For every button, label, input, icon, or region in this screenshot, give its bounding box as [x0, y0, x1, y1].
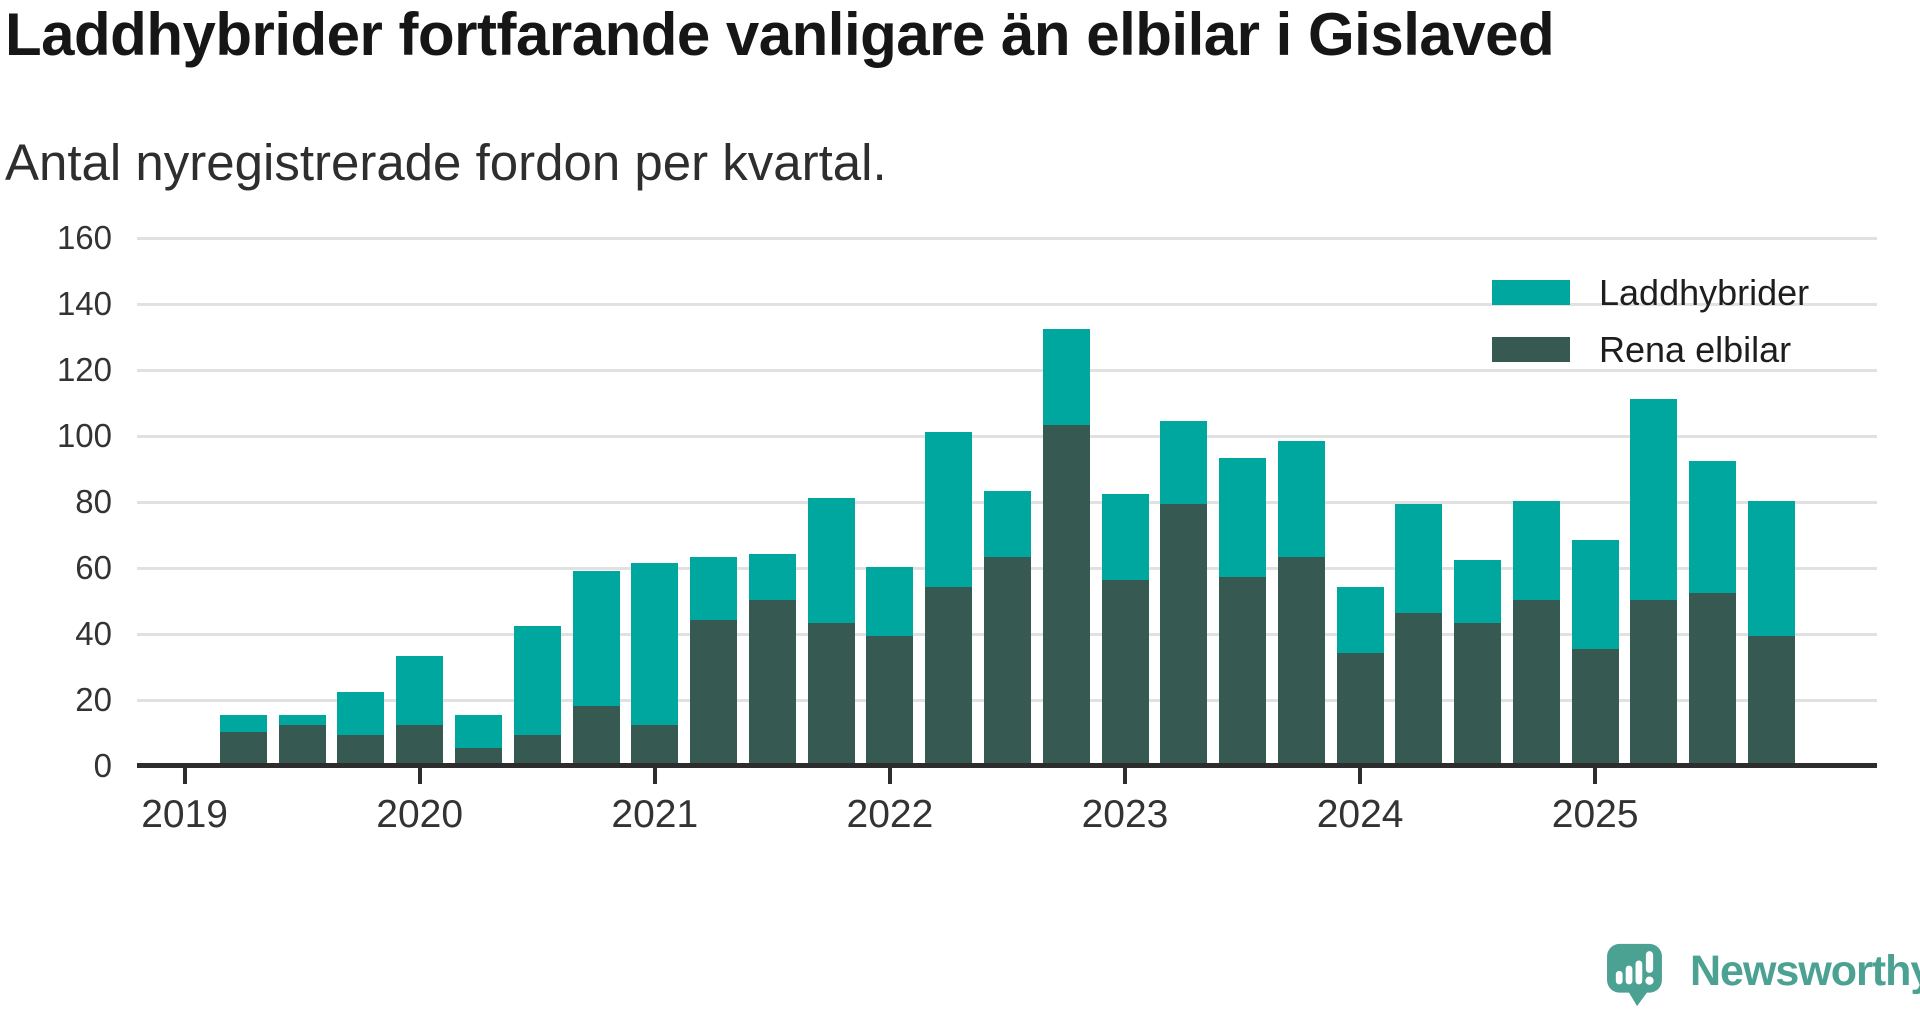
bar-2020Q4-rena-elbilar	[572, 706, 620, 765]
bar-2025Q2-laddhybrider	[1630, 399, 1678, 600]
gridline-140	[137, 302, 1877, 306]
bar-2020Q1-laddhybrider	[396, 656, 444, 725]
x-axis-line	[137, 763, 1877, 768]
bar-2025Q4-laddhybrider	[1748, 501, 1796, 636]
gridline-100	[137, 434, 1877, 438]
bar-2021Q3-rena-elbilar	[748, 600, 796, 765]
bar-2022Q1-rena-elbilar	[866, 636, 914, 765]
x-axis-label-2020: 2020	[376, 793, 464, 836]
bar-2025Q2-rena-elbilar	[1630, 600, 1678, 765]
x-axis-tick-2020	[417, 768, 422, 784]
bar-2019Q4-laddhybrider	[337, 692, 385, 735]
x-axis-label-2019: 2019	[141, 793, 228, 836]
bar-2021Q4-rena-elbilar	[807, 623, 855, 765]
bar-2021Q1-rena-elbilar	[631, 725, 679, 765]
bar-2021Q3-laddhybrider	[748, 554, 796, 600]
bar-2023Q3-laddhybrider	[1219, 458, 1267, 577]
bar-2024Q4-rena-elbilar	[1512, 600, 1560, 765]
x-axis-label-2024: 2024	[1316, 793, 1404, 836]
gridline-120	[137, 368, 1877, 372]
legend: Laddhybrider Rena elbilar	[1492, 272, 1809, 394]
x-axis-tick-2021	[652, 768, 657, 784]
legend-label-laddhybrider: Laddhybrider	[1599, 271, 1810, 313]
bar-2019Q3-rena-elbilar	[278, 725, 326, 765]
y-axis-label-160: 160	[56, 219, 112, 256]
x-axis-label-2023: 2023	[1081, 793, 1169, 836]
gridline-160	[137, 236, 1877, 240]
bar-2020Q4-laddhybrider	[572, 571, 620, 706]
bar-2023Q1-laddhybrider	[1101, 494, 1149, 580]
y-axis-label-140: 140	[56, 285, 112, 322]
bar-2022Q1-laddhybrider	[866, 567, 914, 636]
bar-2021Q4-laddhybrider	[807, 498, 855, 623]
bar-2019Q3-laddhybrider	[278, 715, 326, 725]
bar-2023Q2-laddhybrider	[1160, 421, 1208, 504]
bar-2023Q2-rena-elbilar	[1160, 504, 1208, 765]
y-axis-label-20: 20	[75, 681, 112, 718]
bar-2020Q2-laddhybrider	[454, 715, 502, 748]
bar-2025Q4-rena-elbilar	[1748, 636, 1796, 765]
bar-2021Q2-rena-elbilar	[690, 620, 738, 765]
y-axis-label-0: 0	[93, 747, 112, 784]
bar-2025Q3-laddhybrider	[1689, 461, 1737, 593]
bar-2022Q4-laddhybrider	[1042, 329, 1090, 425]
chart-title: Laddhybrider fortfarande vanligare än el…	[5, 1, 1555, 68]
bar-2023Q3-rena-elbilar	[1219, 577, 1267, 765]
newsworthy-logo-text: Newsworthy	[1690, 946, 1920, 995]
x-axis-label-2025: 2025	[1551, 793, 1639, 836]
y-axis-label-100: 100	[56, 417, 112, 454]
x-axis-tick-2022	[887, 768, 892, 784]
bar-2022Q2-laddhybrider	[925, 432, 973, 587]
x-axis-tick-2024	[1358, 768, 1363, 784]
bar-2021Q2-laddhybrider	[690, 557, 738, 620]
y-axis-label-60: 60	[75, 549, 112, 586]
bar-2019Q2-rena-elbilar	[219, 732, 267, 765]
x-axis-tick-2019	[182, 768, 187, 784]
y-axis-label-80: 80	[75, 483, 112, 520]
bar-2023Q4-rena-elbilar	[1277, 557, 1325, 765]
x-axis-tick-2025	[1593, 768, 1598, 784]
bar-2025Q1-rena-elbilar	[1571, 649, 1619, 765]
bar-2025Q3-rena-elbilar	[1689, 593, 1737, 765]
legend-swatch-laddhybrider	[1492, 280, 1570, 305]
legend-swatch-rena-elbilar	[1492, 337, 1570, 362]
legend-label-rena-elbilar: Rena elbilar	[1599, 328, 1792, 370]
legend-item-rena-elbilar: Rena elbilar	[1492, 329, 1809, 370]
bar-2019Q4-rena-elbilar	[337, 735, 385, 765]
bar-2020Q2-rena-elbilar	[454, 748, 502, 765]
bar-2019Q2-laddhybrider	[219, 715, 267, 732]
legend-item-laddhybrider: Laddhybrider	[1492, 272, 1809, 313]
bar-2020Q3-laddhybrider	[513, 626, 561, 735]
bar-2022Q4-rena-elbilar	[1042, 425, 1090, 765]
x-axis-label-2022: 2022	[846, 793, 934, 836]
bar-2022Q3-rena-elbilar	[983, 557, 1031, 765]
bar-2024Q2-laddhybrider	[1395, 504, 1443, 613]
bar-2024Q4-laddhybrider	[1512, 501, 1560, 600]
bar-2024Q1-laddhybrider	[1336, 587, 1384, 653]
y-axis-label-120: 120	[56, 351, 112, 388]
bar-2021Q1-laddhybrider	[631, 563, 679, 725]
bar-2025Q1-laddhybrider	[1571, 540, 1619, 649]
y-axis-label-40: 40	[75, 615, 112, 652]
newsworthy-logo: Newsworthy	[1606, 941, 1920, 1009]
bar-2023Q1-rena-elbilar	[1101, 580, 1149, 765]
bar-2024Q3-laddhybrider	[1454, 560, 1502, 623]
x-axis-label-2021: 2021	[611, 793, 699, 836]
newsworthy-logo-icon	[1607, 943, 1662, 1007]
bar-2022Q3-laddhybrider	[983, 491, 1031, 557]
bar-2020Q1-rena-elbilar	[396, 725, 444, 765]
bar-2020Q3-rena-elbilar	[513, 735, 561, 765]
bar-2024Q2-rena-elbilar	[1395, 613, 1443, 765]
chart-subtitle: Antal nyregistrerade fordon per kvartal.	[5, 134, 887, 191]
x-axis-tick-2023	[1123, 768, 1127, 784]
bar-2024Q3-rena-elbilar	[1454, 623, 1502, 765]
bar-2023Q4-laddhybrider	[1277, 441, 1325, 557]
bar-2024Q1-rena-elbilar	[1336, 653, 1384, 765]
bar-2022Q2-rena-elbilar	[925, 587, 973, 765]
